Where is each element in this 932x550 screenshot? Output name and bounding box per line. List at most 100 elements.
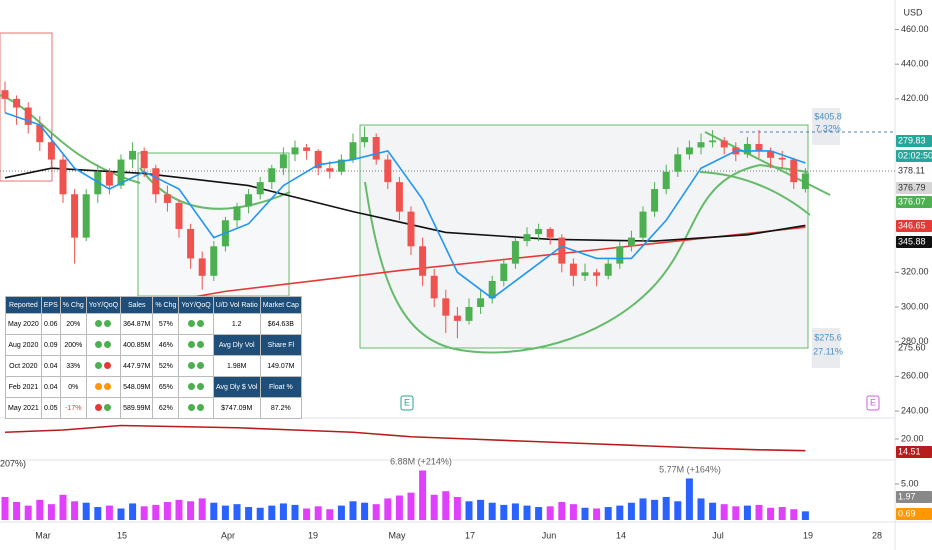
volume-bar <box>674 501 682 520</box>
volume-bar <box>326 509 334 520</box>
x-tick-label: 19 <box>803 530 813 540</box>
candle-body <box>372 137 380 160</box>
badge-bg <box>896 135 932 147</box>
volume-bar <box>767 507 775 520</box>
volume-bar <box>407 492 415 520</box>
header-cell: Sales <box>120 296 154 314</box>
badge-bg <box>896 446 932 458</box>
header-cell: EPS <box>40 296 61 314</box>
candle-body <box>500 263 508 281</box>
volume-bar <box>488 502 496 520</box>
volume-bar <box>465 501 473 520</box>
table-row: May 2021 0.05 -17% 589.99M 62% $747.09M 87.2% <box>5 397 302 419</box>
status-dot <box>95 319 103 327</box>
volume-bar <box>59 494 67 520</box>
candle-body <box>1 90 9 99</box>
candle-body <box>152 168 160 195</box>
status-dot <box>104 382 112 390</box>
volume-bar <box>175 499 183 520</box>
candle-body <box>790 159 798 183</box>
badge-label: 346.65 <box>898 220 926 230</box>
candle-body <box>349 142 357 160</box>
table-cell <box>85 355 122 377</box>
earnings-icon[interactable] <box>400 395 414 411</box>
table-cell: 0.04 <box>40 355 61 377</box>
volume-bar <box>36 499 44 520</box>
volume-bar <box>581 507 589 520</box>
earnings-icon[interactable] <box>866 395 880 411</box>
candle-body <box>326 168 334 172</box>
price-badge: 02:02:50 <box>896 150 932 162</box>
earnings-marker[interactable]: E <box>870 397 876 407</box>
candle-body <box>697 142 705 148</box>
volume-bar <box>361 502 369 520</box>
candle-body <box>430 275 438 299</box>
price-badge: 376.07 <box>896 196 932 208</box>
x-tick-label: 28 <box>872 530 882 540</box>
table-cell <box>178 355 214 377</box>
y-tick-label: 280.00 <box>901 336 929 346</box>
candle-body <box>279 154 287 169</box>
status-dot <box>188 382 196 390</box>
table-cell: 65% <box>152 376 180 398</box>
volume-bar <box>720 504 728 520</box>
volume-bar <box>1 496 9 520</box>
table-cell <box>178 376 214 398</box>
trend-curve <box>699 171 811 216</box>
x-tick-label: Jun <box>542 530 557 540</box>
volume-bar <box>198 498 206 520</box>
volume-bar <box>697 498 705 520</box>
volume-bar <box>523 505 531 520</box>
table-cell: 0.04 <box>40 376 61 398</box>
candle-body <box>117 159 125 186</box>
table-cell: May 2020 <box>5 313 42 335</box>
candle-body <box>337 159 345 172</box>
table-cell: 62% <box>152 397 180 419</box>
status-dot <box>95 340 103 348</box>
header-cell: Reported <box>5 296 42 314</box>
table-cell: 20% <box>59 313 87 335</box>
volume-bar <box>801 511 809 520</box>
candle-body <box>465 306 473 321</box>
volume-bar <box>546 506 554 520</box>
volume-bar <box>314 506 322 520</box>
moving-average <box>4 111 806 300</box>
price-badge: 376.79 <box>896 182 932 194</box>
candle-body <box>36 124 44 143</box>
table-cell: $64.63B <box>259 313 302 335</box>
volume-bar <box>117 508 125 520</box>
badge-label: 345.88 <box>898 236 926 246</box>
table-cell: Avg Dly $ Vol <box>212 376 261 398</box>
candle-body <box>604 263 612 276</box>
volume-note: 6.88M (+214%) <box>390 456 452 466</box>
candle-body <box>24 107 32 125</box>
volume-bar <box>569 504 577 520</box>
table-cell: 33% <box>59 355 87 377</box>
candle-body <box>593 272 601 276</box>
volume-note: 5.77M (+164%) <box>659 464 721 474</box>
badge-label: 1.97 <box>898 491 916 501</box>
table-cell: Avg Dly Vol <box>212 334 261 356</box>
status-dot <box>104 403 112 411</box>
table-cell: $747.09M <box>212 397 261 419</box>
header-cell: % Chg <box>59 296 87 314</box>
candle-body <box>361 137 369 143</box>
y-tick-label: 240.00 <box>901 405 929 415</box>
volume-bar <box>662 496 670 520</box>
earnings-marker[interactable]: E <box>404 397 410 407</box>
volume-bar <box>163 502 171 520</box>
x-tick-label: May <box>388 530 406 540</box>
volume-bar <box>291 504 299 520</box>
fundamentals-table: Reported EPS% Chg YoY/QoQ Sales% Chg YoY/QoQ… <box>5 296 302 419</box>
status-dot <box>197 361 205 369</box>
status-dot <box>188 319 196 327</box>
status-dot <box>95 403 103 411</box>
candle-body <box>778 157 786 160</box>
price-badge: 279.83 <box>896 135 932 147</box>
volume-bar <box>743 505 751 520</box>
candle-body <box>419 246 427 276</box>
candle-body <box>627 237 635 247</box>
table-row: Feb 2021 0.04 0% 548.09M 65% Avg Dly $ Vol Flo… <box>5 376 302 398</box>
status-dot <box>197 403 205 411</box>
table-cell: 548.09M <box>120 376 154 398</box>
